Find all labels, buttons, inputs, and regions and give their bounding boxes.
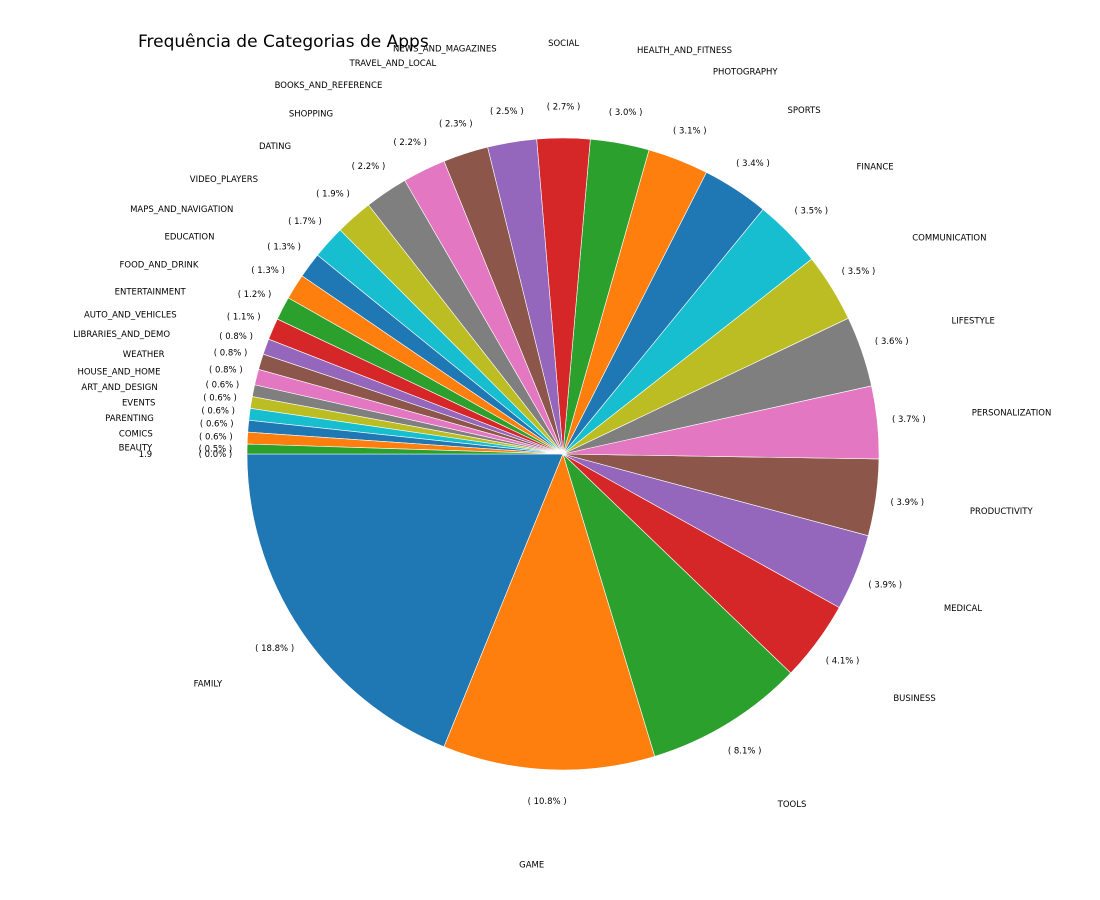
pie-percent-label-education: ( 1.3% ): [251, 266, 285, 276]
pie-category-label-sports: SPORTS: [788, 106, 821, 116]
pie-category-label-beauty: BEAUTY: [119, 444, 153, 454]
pie-percent-label-entertainment: ( 1.1% ): [227, 313, 261, 323]
pie-category-label-dating: DATING: [259, 142, 291, 152]
pie-category-label-food-and-drink: FOOD_AND_DRINK: [119, 261, 198, 271]
pie-percent-label-weather: ( 0.8% ): [209, 365, 243, 375]
pie-slice-game: [443, 453, 656, 771]
pie-category-label-events: EVENTS: [122, 398, 156, 408]
pie-category-label-news-and-magazines: NEWS_AND_MAGAZINES: [393, 45, 497, 55]
pie-category-label-art-and-design: ART_AND_DESIGN: [81, 383, 157, 393]
pie-percent-label-parenting: ( 0.6% ): [200, 419, 234, 429]
pie-percent-label-1-9: ( 0.0% ): [199, 450, 233, 460]
pie-category-label-parenting: PARENTING: [105, 414, 154, 424]
pie-percent-label-social: ( 2.7% ): [547, 102, 581, 112]
pie-category-label-health-and-fitness: HEALTH_AND_FITNESS: [637, 46, 732, 56]
pie-category-label-tools: TOOLS: [777, 800, 807, 810]
pie-category-label-maps-and-navigation: MAPS_AND_NAVIGATION: [130, 205, 233, 215]
pie-category-label-family: FAMILY: [194, 679, 223, 689]
pie-category-label-medical: MEDICAL: [944, 604, 983, 614]
pie-category-label-social: SOCIAL: [548, 39, 579, 49]
pie-category-label-business: BUSINESS: [893, 694, 935, 704]
pie-category-label-auto-and-vehicles: AUTO_AND_VEHICLES: [84, 310, 177, 320]
chart-title: Frequência de Categorias de Apps: [138, 32, 429, 52]
pie-percent-label-dating: ( 1.9% ): [316, 189, 350, 199]
pie-category-label-1-9: 1.9: [139, 450, 153, 460]
pie-percent-label-beauty: ( 0.5% ): [199, 445, 233, 455]
pie-percent-label-lifestyle: ( 3.6% ): [875, 337, 909, 347]
pie-category-label-communication: COMMUNICATION: [912, 234, 986, 244]
pie-percent-label-productivity: ( 3.9% ): [890, 498, 924, 508]
pie-slices: [246, 137, 880, 771]
pie-percent-label-photography: ( 3.1% ): [673, 126, 707, 136]
pie-category-label-weather: WEATHER: [123, 350, 165, 360]
pie-percent-label-house-and-home: ( 0.6% ): [206, 380, 240, 390]
pie-category-label-comics: COMICS: [119, 429, 153, 439]
pie-percent-label-game: ( 10.8% ): [528, 797, 567, 807]
pie-percent-label-travel-and-local: ( 2.3% ): [439, 119, 473, 129]
pie-category-label-personalization: PERSONALIZATION: [972, 409, 1052, 419]
pie-percent-label-communication: ( 3.5% ): [842, 267, 876, 277]
pie-percent-label-business: ( 4.1% ): [826, 657, 860, 667]
pie-percent-label-tools: ( 8.1% ): [728, 746, 762, 756]
pie-category-label-finance: FINANCE: [856, 163, 893, 173]
pie-percent-label-maps-and-navigation: ( 1.3% ): [267, 243, 301, 253]
pie-category-label-video-players: VIDEO_PLAYERS: [190, 175, 258, 185]
pie-percent-label-health-and-fitness: ( 3.0% ): [609, 108, 643, 118]
pie-percent-label-family: ( 18.8% ): [255, 644, 294, 654]
pie-percent-label-libraries-and-demo: ( 0.8% ): [214, 349, 248, 359]
pie-percent-label-books-and-reference: ( 2.2% ): [393, 138, 427, 148]
pie-percent-label-shopping: ( 2.2% ): [352, 162, 386, 172]
pie-category-label-shopping: SHOPPING: [289, 110, 333, 120]
pie-category-label-productivity: PRODUCTIVITY: [970, 507, 1034, 517]
pie-category-label-house-and-home: HOUSE_AND_HOME: [77, 368, 160, 378]
pie-percent-label-auto-and-vehicles: ( 0.8% ): [219, 332, 253, 342]
pie-percent-label-medical: ( 3.9% ): [868, 580, 902, 590]
pie-percent-label-news-and-magazines: ( 2.5% ): [490, 107, 524, 117]
pie-percent-label-comics: ( 0.6% ): [199, 432, 233, 442]
pie-category-label-entertainment: ENTERTAINMENT: [115, 288, 187, 298]
pie-category-label-books-and-reference: BOOKS_AND_REFERENCE: [275, 81, 383, 91]
pie-category-label-game: GAME: [519, 860, 544, 870]
pie-percent-label-art-and-design: ( 0.6% ): [203, 393, 237, 403]
pie-slice-tools: [562, 452, 792, 757]
pie-labels: ( 18.8% ) FAMILY ( 10.8% ) GAME ( 8.1% ) TOOL…: [73, 39, 1051, 870]
pie-percent-label-sports: ( 3.4% ): [736, 159, 770, 169]
pie-percent-label-food-and-drink: ( 1.2% ): [238, 290, 272, 300]
pie-percent-label-video-players: ( 1.7% ): [288, 217, 322, 227]
pie-category-label-libraries-and-demo: LIBRARIES_AND_DEMO: [73, 330, 170, 340]
pie-category-label-photography: PHOTOGRAPHY: [713, 68, 779, 78]
pie-percent-label-personalization: ( 3.7% ): [892, 415, 926, 425]
pie-category-label-education: EDUCATION: [164, 233, 214, 243]
pie-slice-family: [246, 453, 564, 748]
pie-category-label-lifestyle: LIFESTYLE: [952, 317, 995, 327]
pie-slice-beauty: [246, 443, 564, 455]
pie-percent-label-finance: ( 3.5% ): [794, 207, 828, 217]
pie-percent-label-events: ( 0.6% ): [201, 406, 235, 416]
pie-category-label-travel-and-local: TRAVEL_AND_LOCAL: [349, 59, 437, 69]
